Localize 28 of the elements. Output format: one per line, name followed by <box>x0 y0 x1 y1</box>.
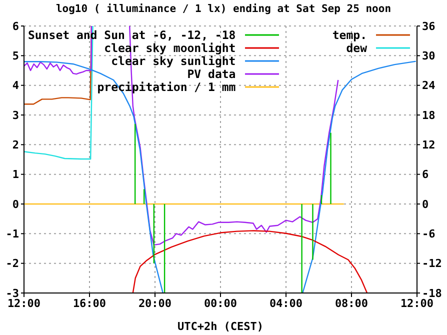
x-tick-label: 00:00 <box>204 296 238 310</box>
x-tick-label: 04:00 <box>269 296 303 310</box>
x-tick-label: 08:00 <box>334 296 368 310</box>
y2-tick-label: -12 <box>422 257 442 270</box>
legend-label: dew <box>346 40 367 54</box>
y-tick-label: 4 <box>12 79 20 92</box>
x-tick-label: 16:00 <box>72 296 106 310</box>
chart-title: log10 ( illuminance / 1 lx) ending at Sat Sep 25 noon <box>54 2 392 17</box>
y-tick-label: 2 <box>12 138 19 152</box>
y-tick-label: 6 <box>12 20 20 33</box>
y2-tick-label: 12 <box>422 138 436 152</box>
y2-tick-label: 0 <box>422 198 429 211</box>
y2-tick-label: 30 <box>422 50 436 63</box>
y2-tick-label: 24 <box>422 79 436 92</box>
x-axis-title: UTC+2h (CEST) <box>177 320 264 333</box>
y2-tick-label: 36 <box>422 20 436 33</box>
y-tick-label: 5 <box>12 50 19 63</box>
y-tick-label: 0 <box>12 198 19 211</box>
y2-tick-label: 6 <box>422 168 429 182</box>
y-tick-label: -1 <box>6 228 20 241</box>
y2-tick-label: 18 <box>422 108 436 122</box>
y2-tick-label: -6 <box>422 228 436 241</box>
y-tick-label: 3 <box>12 108 19 122</box>
y-tick-label: 1 <box>12 168 20 182</box>
y-tick-label: -2 <box>6 257 19 270</box>
legend-label: PV data <box>187 66 236 80</box>
legend-label: temp. <box>332 28 367 42</box>
x-tick-label: 20:00 <box>138 296 172 310</box>
